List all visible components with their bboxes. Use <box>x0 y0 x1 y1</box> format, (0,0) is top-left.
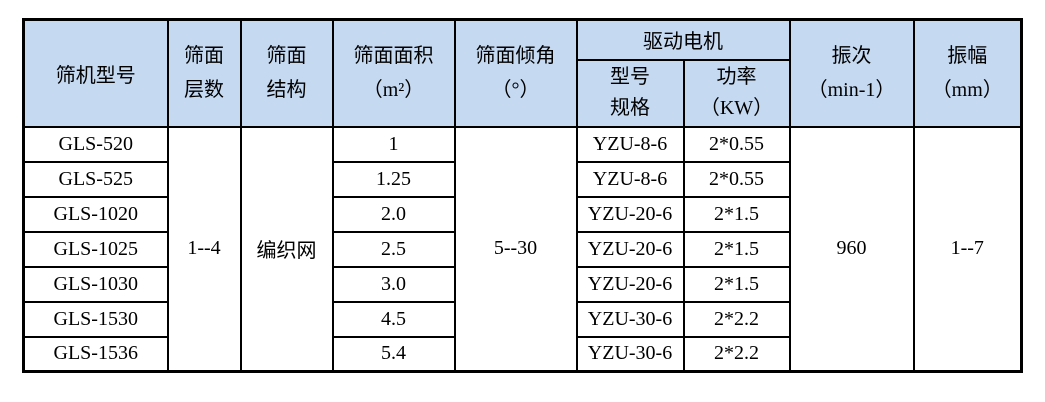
cell-motor-model: YZU-30-6 <box>575 335 685 373</box>
table-row: GLS-520 1--4 编织网 1 5--30 YZU-8-6 2*0.55 … <box>22 125 1023 373</box>
cell-model: GLS-525 <box>22 160 169 198</box>
cell-power: 2*1.5 <box>682 230 791 268</box>
header-amplitude: 振幅 （mm） <box>912 18 1023 128</box>
table-row: GLS-1030 3.0 YZU-20-6 2*1.5 <box>22 265 1022 303</box>
cell-structure-merged: 编织网 <box>239 125 334 373</box>
table-row: GLS-525 1.25 YZU-8-6 2*0.55 <box>22 160 1022 198</box>
cell-motor-model: YZU-30-6 <box>575 300 685 338</box>
cell-power: 2*0.55 <box>682 160 791 198</box>
header-frequency: 振次 （min-1） <box>788 18 915 128</box>
header-motor-model-line1: 型号 <box>610 66 650 88</box>
header-motor-power: 功率 （KW） <box>682 58 791 128</box>
cell-motor-model: YZU-8-6 <box>575 125 685 163</box>
table-header: 筛机型号 筛面 层数 筛面 结构 筛面面积 （m²） 筛面倾角 （°） <box>22 18 1023 128</box>
cell-motor-model: YZU-20-6 <box>575 230 685 268</box>
cell-area: 4.5 <box>331 300 456 338</box>
cell-layers-merged: 1--4 <box>166 125 242 373</box>
table-row: GLS-1530 4.5 YZU-30-6 2*2.2 <box>22 300 1022 338</box>
cell-power: 2*2.2 <box>682 335 791 373</box>
table-row: GLS-1020 2.0 YZU-20-6 2*1.5 <box>22 195 1022 233</box>
header-amplitude-line1: 振幅 <box>947 45 988 68</box>
header-layers-line1: 筛面 <box>184 45 224 68</box>
header-structure-line2: 结构 <box>266 79 307 102</box>
cell-area: 2.0 <box>331 195 456 233</box>
header-area-line1: 筛面面积 <box>353 45 434 68</box>
header-angle-line1: 筛面倾角 <box>475 45 556 68</box>
cell-area: 1 <box>331 125 456 163</box>
header-structure: 筛面 结构 <box>239 18 334 128</box>
cell-motor-model: YZU-20-6 <box>575 265 685 303</box>
cell-area: 3.0 <box>331 265 456 303</box>
cell-power: 2*0.55 <box>682 125 791 163</box>
header-area: 筛面面积 （m²） <box>331 18 456 128</box>
header-structure-line1: 筛面 <box>266 45 307 68</box>
cell-model: GLS-1536 <box>22 335 169 373</box>
header-amplitude-line2: （mm） <box>931 79 1003 102</box>
header-layers: 筛面 层数 <box>166 18 242 128</box>
header-motor-group-label: 驱动电机 <box>643 31 723 54</box>
cell-motor-model: YZU-20-6 <box>575 195 685 233</box>
cell-power: 2*1.5 <box>682 195 791 233</box>
cell-frequency-merged: 960 <box>788 125 915 373</box>
header-motor-model-line2: 规格 <box>610 97 650 119</box>
cell-model: GLS-520 <box>22 125 169 163</box>
spec-table: 筛机型号 筛面 层数 筛面 结构 筛面面积 （m²） 筛面倾角 （°） <box>22 18 1023 373</box>
cell-model: GLS-1030 <box>22 265 169 303</box>
cell-angle-merged: 5--30 <box>453 125 578 373</box>
cell-motor-model: YZU-8-6 <box>575 160 685 198</box>
cell-power: 2*2.2 <box>682 300 791 338</box>
header-motor-power-line2: （KW） <box>699 97 774 119</box>
header-area-line2: （m²） <box>362 79 425 102</box>
cell-model: GLS-1020 <box>22 195 169 233</box>
header-motor-power-line1: 功率 <box>716 66 757 88</box>
cell-model: GLS-1025 <box>22 230 169 268</box>
header-model: 筛机型号 <box>22 18 169 128</box>
cell-power: 2*1.5 <box>682 265 791 303</box>
cell-area: 5.4 <box>331 335 456 373</box>
header-angle: 筛面倾角 （°） <box>453 18 578 128</box>
header-frequency-line2: （min-1） <box>807 79 896 102</box>
table-row: GLS-1536 5.4 YZU-30-6 2*2.2 <box>22 335 1022 373</box>
header-frequency-line1: 振次 <box>831 45 872 68</box>
header-motor-model: 型号 规格 <box>575 58 685 128</box>
header-layers-line2: 层数 <box>184 79 224 102</box>
cell-area: 2.5 <box>331 230 456 268</box>
header-model-label: 筛机型号 <box>55 64 136 87</box>
table-row: GLS-1025 2.5 YZU-20-6 2*1.5 <box>22 230 1022 268</box>
header-motor-group: 驱动电机 <box>575 18 791 61</box>
cell-amplitude-merged: 1--7 <box>912 125 1023 373</box>
table-body: GLS-520 1--4 编织网 1 5--30 YZU-8-6 2*0.55 … <box>22 125 1023 373</box>
cell-model: GLS-1530 <box>22 300 169 338</box>
cell-area: 1.25 <box>331 160 456 198</box>
header-angle-line2: （°） <box>491 79 540 102</box>
